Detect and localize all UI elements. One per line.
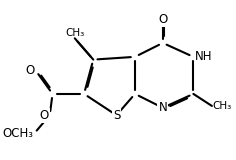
Text: O: O	[26, 64, 35, 77]
Text: NH: NH	[195, 50, 213, 63]
Text: N: N	[158, 101, 167, 114]
Text: O: O	[40, 109, 49, 122]
Text: S: S	[113, 109, 120, 122]
Text: CH₃: CH₃	[212, 101, 231, 111]
Text: CH₃: CH₃	[65, 28, 84, 38]
Text: OCH₃: OCH₃	[2, 127, 33, 140]
Text: O: O	[158, 13, 167, 26]
